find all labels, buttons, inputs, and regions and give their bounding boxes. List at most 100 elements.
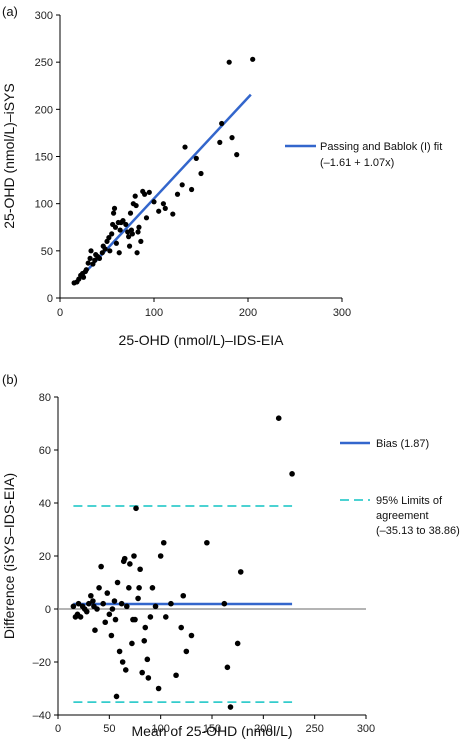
panel-a-data-point [160, 201, 166, 207]
panel-a-data-point [136, 224, 142, 230]
panel-a-data-point [217, 139, 223, 145]
panel-b-data-point [94, 606, 100, 612]
panel-b-y-tick-label: –20 [33, 657, 51, 669]
panel-b-y-tick-label: –40 [33, 710, 51, 722]
panel-b-x-tick-label: 200 [254, 723, 272, 735]
panel-b-reference-lines [58, 505, 366, 703]
panel-b-data-point [86, 600, 92, 607]
panel-a-y-tick-label: 250 [35, 57, 53, 69]
panel-a-data-point [146, 189, 152, 195]
panel-a-data-point [250, 56, 256, 62]
panel-b-data-point [108, 632, 115, 639]
panel-a-data-point [109, 231, 115, 237]
panel-a-x-axis-label: 25-OHD (nmol/L)–IDS-EIA [119, 332, 285, 348]
panel-a-y-axis-label: 25-OHD (nmol/L)–iSYS [1, 83, 17, 229]
panel-a-y-tick-label: 0 [47, 293, 53, 305]
panel-a-data-point [127, 210, 134, 216]
panel-a-data-point [129, 231, 135, 237]
panel-a-data-point [133, 202, 139, 209]
panel-b-data-point [114, 579, 121, 586]
panel-b-y-tick-label: 60 [39, 445, 51, 457]
panel-b: (b) 0 50 100 150 200 250 300 –40 –20 0 20 40 60 80 Me… [1, 372, 460, 739]
panel-a-data-point [99, 250, 105, 256]
panel-b-data-point [92, 627, 98, 633]
panel-a-data-point [88, 248, 94, 254]
panel-a-data-point [117, 227, 123, 233]
panel-b-data-point [104, 590, 111, 596]
panel-b-data-point [83, 608, 90, 615]
panel-a-data-point [151, 199, 157, 205]
panel-a-ticks: 0 100 200 300 0 50 100 150 200 250 300 [35, 10, 352, 319]
panel-a-data-point [120, 218, 126, 224]
panel-b-data-point [127, 561, 133, 567]
panel-a-data-point [113, 240, 119, 246]
panel-a-data-point [123, 221, 129, 228]
panel-a-x-tick-label: 0 [57, 307, 63, 319]
panel-b-y-tick-label: 0 [45, 604, 51, 616]
legend-loa-label-3: (–35.13 to 38.86) [376, 525, 460, 537]
panel-a-y-tick-label: 50 [41, 246, 53, 258]
panel-b-data-point [132, 616, 138, 623]
panel-a-data-point [83, 267, 89, 273]
panel-b-data-point [70, 603, 77, 610]
panel-b-data-point [133, 505, 139, 512]
legend-bias-label: Bias (1.87) [376, 438, 429, 450]
panel-b-data-point [178, 624, 184, 631]
panel-a-data-point [179, 182, 185, 188]
panel-b-data-point [221, 600, 228, 607]
panel-a-data-point [198, 170, 204, 177]
panel-b-x-tick-label: 0 [55, 723, 61, 735]
panel-b-data-point [131, 553, 137, 559]
panel-a-data-point [162, 205, 168, 211]
panel-b-data-point [137, 566, 143, 573]
panel-b-y-tick-label: 80 [39, 392, 51, 404]
panel-a-data-point [226, 59, 232, 65]
panel-a-data-point [102, 246, 108, 252]
panel-a-data-point [182, 144, 188, 150]
panel-b-points [70, 415, 295, 710]
panel-a-data-point [170, 211, 176, 217]
legend-loa-label-1: 95% Limits of [376, 495, 443, 507]
panel-a-fit-line-group [73, 93, 252, 286]
panel-b-data-point [98, 563, 104, 570]
panel-a-data-point [96, 255, 103, 261]
panel-b-data-point [234, 640, 241, 647]
panel-b-data-point [111, 598, 118, 604]
panel-b-data-point [122, 667, 129, 673]
panel-a-data-point [111, 205, 118, 211]
panel-b-data-point [121, 555, 128, 562]
panel-b-data-point [126, 585, 132, 591]
panel-b-data-point [109, 606, 116, 612]
panel-a-data-point [142, 191, 148, 197]
panel-b-data-point [116, 648, 123, 655]
panel-a-legend: Passing and Bablok (I) fit (–1.61 + 1.07… [285, 141, 442, 169]
panel-b-data-point [188, 632, 195, 639]
panel-a-data-point [156, 208, 162, 214]
legend-fit-equation: (–1.61 + 1.07x) [320, 157, 394, 169]
panel-a-data-point [135, 229, 141, 235]
panel-b-y-tick-label: 20 [39, 551, 51, 563]
panel-b-x-tick-label: 300 [357, 723, 375, 735]
panel-b-data-point [149, 585, 156, 591]
panel-a-data-point [174, 191, 181, 197]
panel-a: (a) 0 100 200 300 0 50 100 150 200 250 300 25-OHD … [1, 4, 442, 348]
panel-a-data-point [112, 224, 119, 230]
panel-b-data-point [77, 614, 84, 620]
panel-b-data-point [136, 585, 142, 591]
panel-b-label: (b) [2, 372, 18, 387]
panel-b-data-point [102, 619, 109, 626]
panel-b-data-point [289, 471, 295, 477]
panel-a-data-point [134, 250, 140, 256]
panel-a-data-point [193, 155, 199, 161]
panel-b-data-point [144, 656, 151, 663]
panel-a-data-point [234, 152, 240, 158]
panel-a-data-point [229, 135, 235, 141]
panel-b-data-point [141, 638, 148, 644]
panel-b-data-point [96, 585, 102, 591]
panel-b-data-point [180, 592, 187, 599]
panel-b-data-point [157, 553, 164, 559]
panel-b-data-point [183, 648, 190, 655]
panel-b-y-axis-label: Difference (iSYS–IDS-EIA) [1, 473, 17, 639]
panel-b-data-point [204, 539, 210, 546]
panel-b-data-point [142, 624, 149, 631]
